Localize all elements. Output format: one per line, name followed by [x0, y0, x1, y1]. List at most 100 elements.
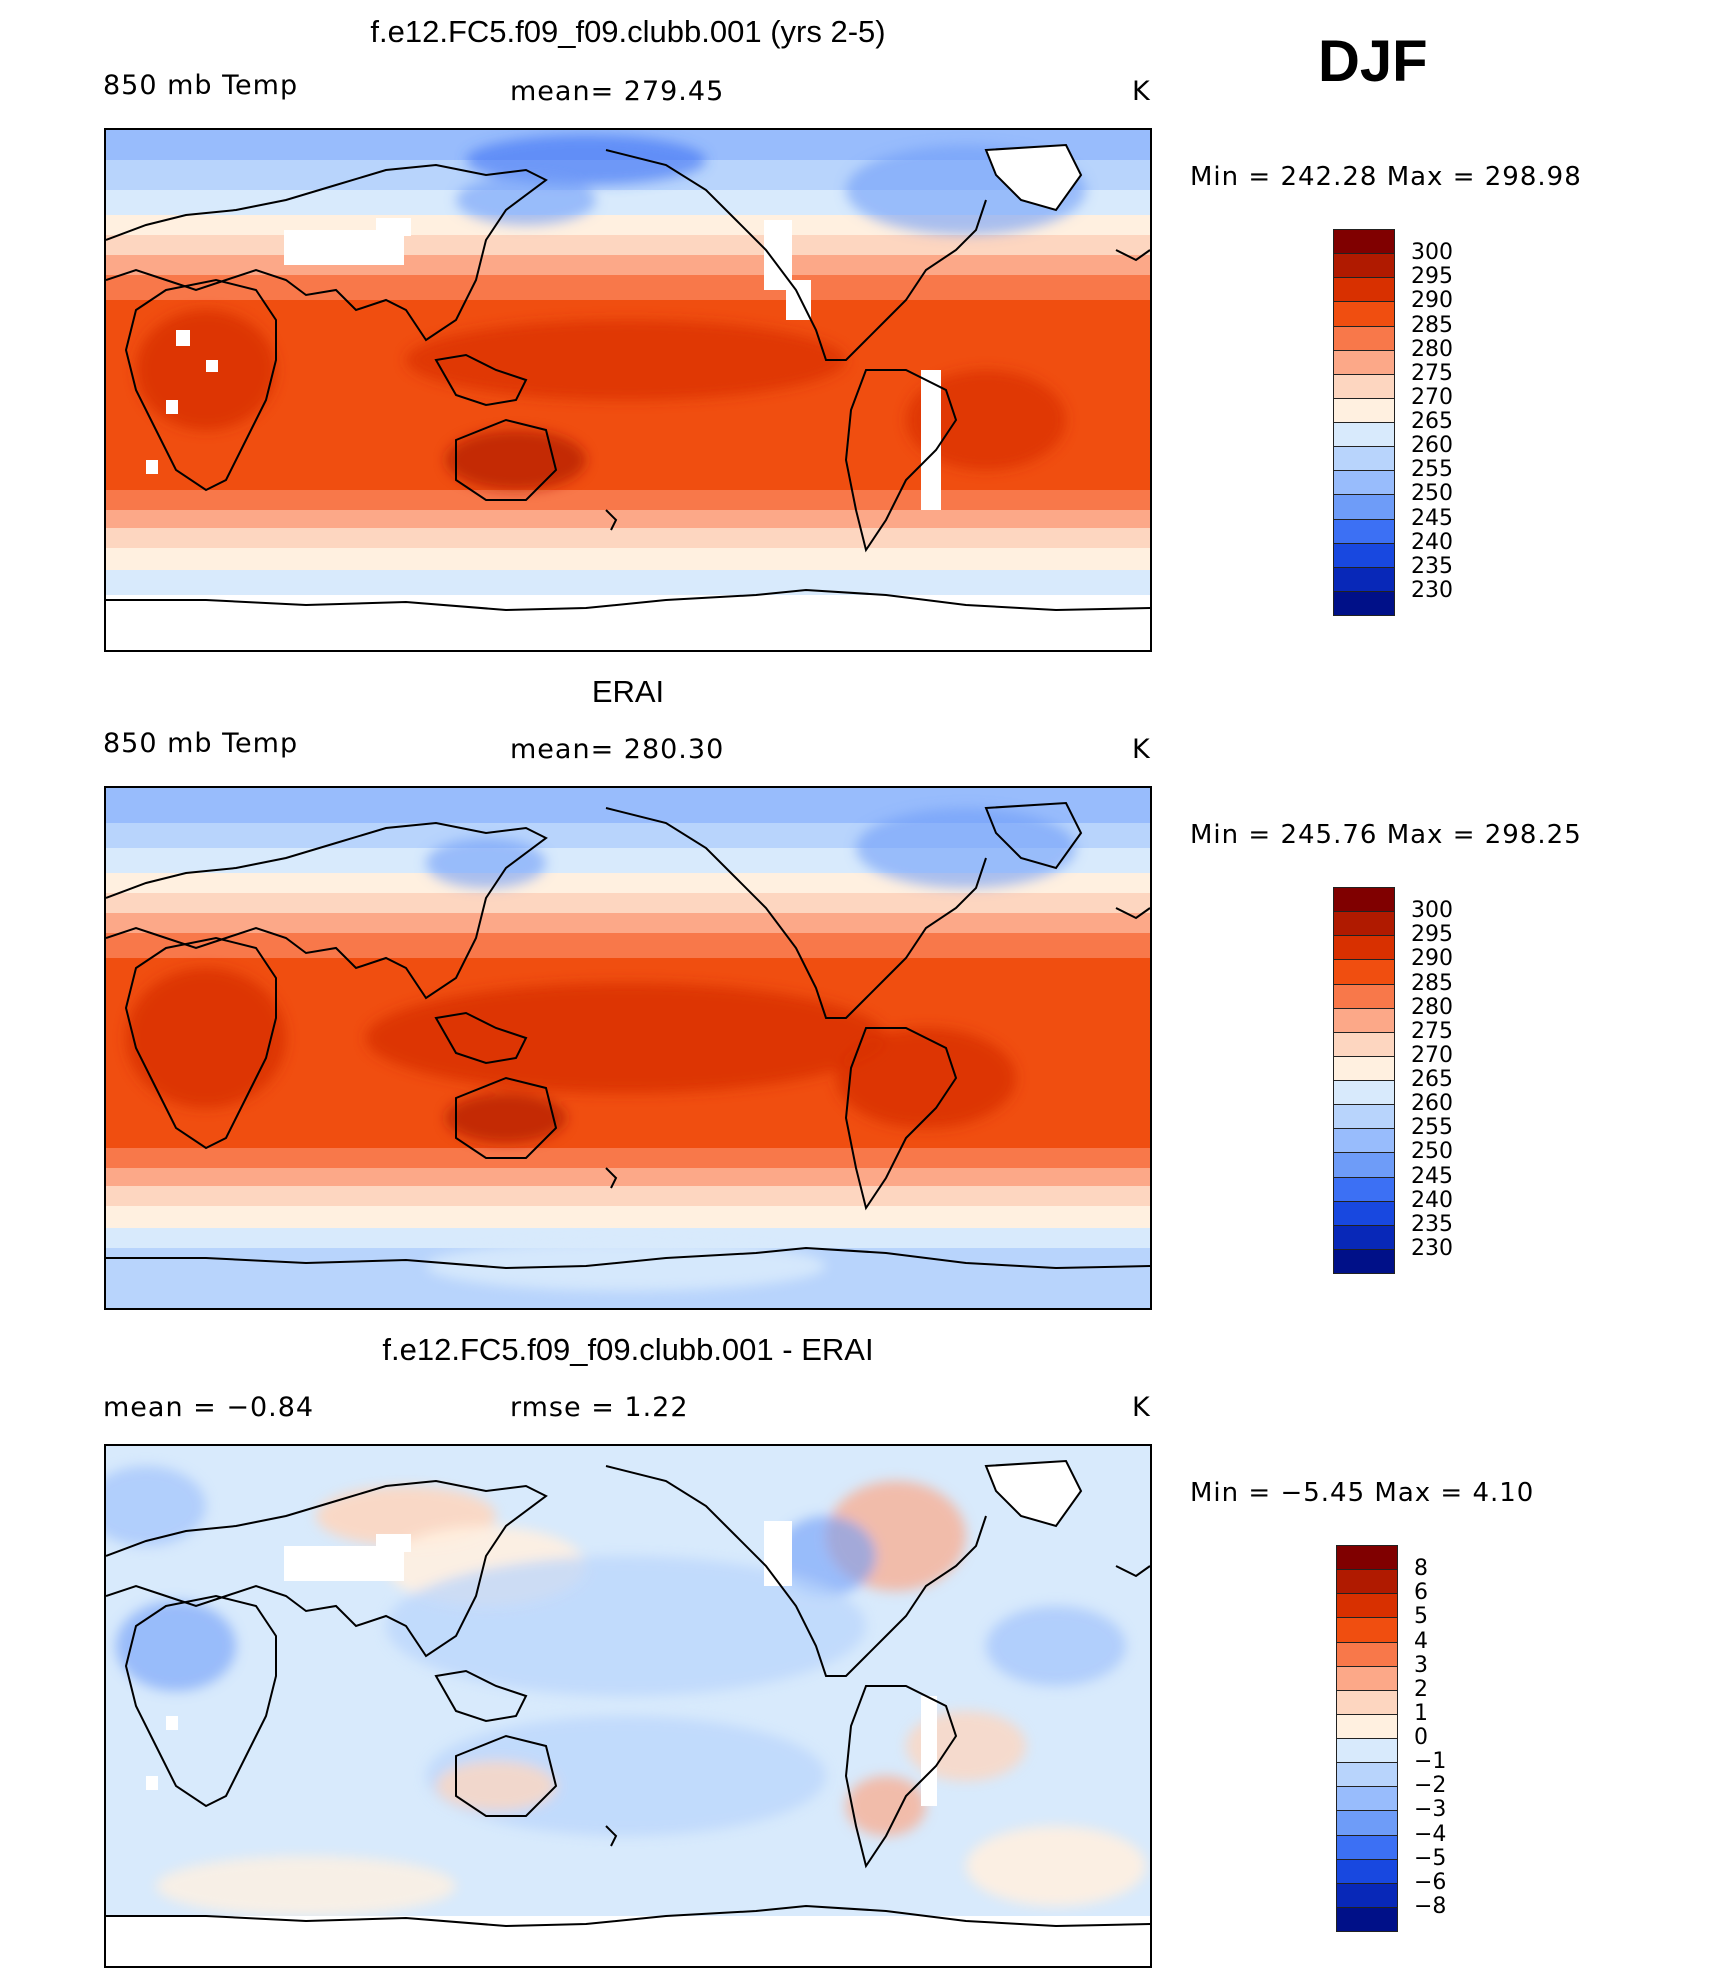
colorbar-diff-tick-label: 5 [1414, 1604, 1428, 1630]
colorbar-model-segment [1333, 470, 1395, 496]
colorbar-diff-segment [1336, 1713, 1398, 1739]
colorbar-diff-tick-label: 2 [1414, 1676, 1428, 1702]
colorbar-obs-tick-label: 285 [1411, 970, 1453, 996]
colorbar-model-tick-label: 285 [1411, 312, 1453, 338]
colorbar-obs-segment [1333, 1152, 1395, 1178]
colorbar-model-tick-label: 290 [1411, 288, 1453, 314]
colorbar-model-tick-label: 230 [1411, 577, 1453, 603]
colorbar-diff-segment [1336, 1834, 1398, 1860]
colorbar-diff-tick-label: 3 [1414, 1652, 1428, 1678]
colorbar-diff-segment [1336, 1906, 1398, 1932]
panel-minmax-diff: Min = −5.45 Max = 4.10 [1190, 1478, 1535, 1508]
colorbar-obs-segment [1333, 1200, 1395, 1226]
colorbar-obs-tick-label: 245 [1411, 1163, 1453, 1189]
panel-minmax-obs: Min = 245.76 Max = 298.25 [1190, 820, 1582, 850]
colorbar-diff-segment [1336, 1738, 1398, 1764]
colorbar-model-segment [1333, 253, 1395, 279]
colorbar-obs-segment [1333, 1176, 1395, 1202]
map-model-canvas [106, 130, 1150, 650]
colorbar-model-segment [1333, 301, 1395, 327]
colorbar-obs-segment [1333, 1104, 1395, 1130]
colorbar-diff-tick-label: −8 [1414, 1893, 1447, 1919]
colorbar-diff-tick-label: 1 [1414, 1700, 1428, 1726]
colorbar-obs-tick-label: 250 [1411, 1139, 1453, 1165]
panel-title-diff: f.e12.FC5.f09_f09.clubb.001 - ERAI [382, 1332, 874, 1367]
colorbar-obs-segment [1333, 1080, 1395, 1106]
colorbar-diff-segment [1336, 1641, 1398, 1667]
panel-units-diff: K [1132, 1392, 1151, 1423]
colorbar-diff: 8 6 5 4 3 2 1 0 −1 −2 −3 −4 −5 −6 −8 [1336, 1545, 1446, 1958]
colorbar-model-tick-label: 245 [1411, 505, 1453, 531]
colorbar-model-tick-label: 280 [1411, 336, 1453, 362]
colorbar-diff-tick-label: 0 [1414, 1725, 1428, 1750]
colorbar-obs-segment [1333, 911, 1395, 937]
panel-mean-label-model: mean= 279.45 [510, 76, 725, 107]
colorbar-diff-tick-label: −3 [1414, 1797, 1447, 1823]
colorbar-obs-segment [1333, 1007, 1395, 1033]
colorbar-diff-segment [1336, 1786, 1398, 1812]
colorbar-obs-tick-label: 265 [1411, 1067, 1453, 1092]
colorbar-diff-tick-label: 4 [1414, 1628, 1428, 1654]
panel-units-model: K [1132, 76, 1151, 107]
colorbar-diff-tick-label: −5 [1414, 1845, 1447, 1871]
panel-units-obs: K [1132, 734, 1151, 765]
colorbar-obs-segment [1333, 983, 1395, 1009]
map-obs-canvas [106, 788, 1150, 1308]
colorbar-diff-segment [1336, 1569, 1398, 1595]
panel-mean-label-diff: mean = −0.84 [103, 1392, 315, 1423]
colorbar-diff-tick-label: −4 [1414, 1821, 1447, 1847]
map-model [104, 128, 1152, 652]
colorbar-model-tick-label: 270 [1411, 384, 1453, 410]
season-label: DJF [1318, 29, 1428, 94]
colorbar-diff-tick-label: −2 [1414, 1773, 1447, 1799]
colorbar-diff-segment [1336, 1665, 1398, 1691]
colorbar-diff-segment [1336, 1762, 1398, 1788]
map-obs [104, 786, 1152, 1310]
colorbar-model-segment [1333, 542, 1395, 568]
panel-title-model: f.e12.FC5.f09_f09.clubb.001 (yrs 2-5) [370, 14, 886, 49]
colorbar-model-tick-label: 300 [1411, 240, 1453, 266]
colorbar-model-tick-label: 260 [1411, 433, 1453, 459]
panel-title-obs: ERAI [591, 674, 665, 709]
colorbar-diff-segment [1336, 1593, 1398, 1619]
colorbar-diff-tick-label: 8 [1414, 1556, 1428, 1582]
colorbar-obs-tick-label: 280 [1411, 994, 1453, 1020]
colorbar-model: 300 295 290 285 280 275 270 265 260 255 250 245 240 2… [1333, 229, 1453, 642]
panel-minmax-model: Min = 242.28 Max = 298.98 [1190, 162, 1582, 192]
colorbar-model-segment [1333, 373, 1395, 399]
colorbar-diff-segment [1336, 1617, 1398, 1643]
colorbar-obs-tick-label: 255 [1411, 1115, 1453, 1141]
colorbar-model-tick-label: 240 [1411, 529, 1453, 555]
colorbar-diff-segment [1336, 1858, 1398, 1884]
colorbar-model-tick-label: 275 [1411, 360, 1453, 386]
colorbar-obs-tick-label: 240 [1411, 1187, 1453, 1213]
colorbar-obs: 300 295 290 285 280 275 270 265 260 255 250 245 240 2… [1333, 887, 1453, 1300]
colorbar-obs-tick-label: 270 [1411, 1042, 1453, 1068]
colorbar-model-tick-label: 295 [1411, 264, 1453, 290]
panel-variable-label-obs: 850 mb Temp [103, 728, 299, 759]
colorbar-obs-segment [1333, 959, 1395, 985]
colorbar-obs-segment [1333, 1128, 1395, 1154]
colorbar-obs-segment [1333, 1031, 1395, 1057]
colorbar-model-tick-label: 255 [1411, 457, 1453, 483]
colorbar-model-segment [1333, 566, 1395, 592]
colorbar-obs-tick-label: 295 [1411, 922, 1453, 948]
colorbar-model-segment [1333, 590, 1395, 616]
colorbar-diff-segment [1336, 1882, 1398, 1908]
colorbar-model-segment [1333, 229, 1395, 255]
colorbar-model-tick-label: 235 [1411, 553, 1453, 579]
colorbar-diff-segment [1336, 1545, 1398, 1571]
colorbar-model-segment [1333, 518, 1395, 544]
colorbar-diff-tick-label: −6 [1414, 1869, 1447, 1895]
colorbar-obs-segment [1333, 935, 1395, 961]
colorbar-obs-tick-label: 230 [1411, 1235, 1453, 1261]
colorbar-diff-segment [1336, 1689, 1398, 1715]
colorbar-model-segment [1333, 422, 1395, 448]
colorbar-obs-segment [1333, 1055, 1395, 1081]
colorbar-obs-tick-label: 260 [1411, 1091, 1453, 1117]
colorbar-obs-tick-label: 235 [1411, 1211, 1453, 1237]
colorbar-model-segment [1333, 349, 1395, 375]
colorbar-obs-tick-label: 300 [1411, 898, 1453, 924]
colorbar-model-segment [1333, 325, 1395, 351]
colorbar-model-segment [1333, 277, 1395, 303]
